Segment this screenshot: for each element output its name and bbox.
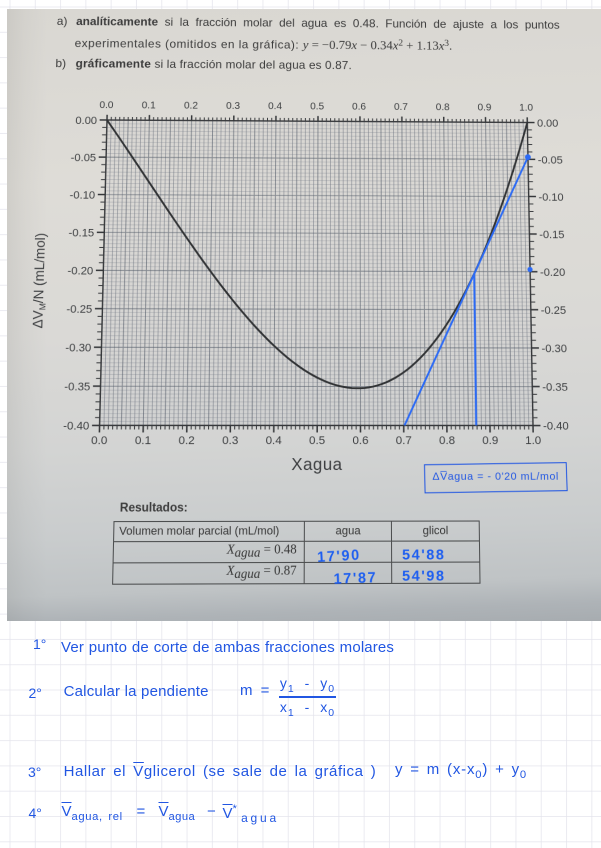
svg-text:Xagua: Xagua [291,456,342,474]
svg-text:0.4: 0.4 [268,101,283,112]
svg-text:-0.25: -0.25 [541,305,567,317]
svg-text:0.9: 0.9 [482,435,498,448]
svg-text:-0.30: -0.30 [65,342,91,355]
svg-text:0.9: 0.9 [478,102,493,113]
svg-text:-0.35: -0.35 [542,381,568,394]
svg-text:0.4: 0.4 [266,435,282,448]
svg-text:-0.15: -0.15 [68,227,94,239]
svg-text:-0.10: -0.10 [538,191,563,203]
svg-text:0.5: 0.5 [309,435,325,448]
svg-text:0.3: 0.3 [226,101,241,112]
svg-text:0.6: 0.6 [352,435,368,448]
svg-text:-0.40: -0.40 [63,420,90,433]
svg-text:0.2: 0.2 [178,435,194,448]
svg-text:0.3: 0.3 [222,435,238,448]
svg-text:0.6: 0.6 [352,101,366,112]
svg-text:ΔVM/N (mL/mol): ΔVM/N (mL/mol) [30,233,50,329]
svg-text:-0.40: -0.40 [543,420,569,433]
svg-text:0.7: 0.7 [394,102,408,113]
svg-text:0.1: 0.1 [135,435,151,448]
svg-text:0.8: 0.8 [436,102,450,113]
svg-text:-0.05: -0.05 [70,152,96,164]
svg-text:0.0: 0.0 [91,435,108,448]
svg-text:0.00: 0.00 [537,118,559,130]
svg-text:0.7: 0.7 [396,435,412,448]
svg-text:-0.20: -0.20 [67,265,93,278]
svg-text:0.2: 0.2 [184,100,198,111]
svg-text:-0.05: -0.05 [538,154,563,166]
svg-text:-0.30: -0.30 [541,343,567,356]
svg-text:0.5: 0.5 [310,101,324,112]
svg-text:-0.25: -0.25 [66,303,92,316]
svg-text:1.0: 1.0 [525,435,541,448]
svg-text:-0.20: -0.20 [540,267,566,279]
svg-text:0.0: 0.0 [99,100,114,111]
svg-text:-0.35: -0.35 [64,381,90,394]
svg-text:-0.15: -0.15 [539,229,564,241]
svg-text:0.00: 0.00 [75,115,97,127]
svg-text:-0.10: -0.10 [69,189,95,201]
svg-text:0.1: 0.1 [142,100,157,111]
svg-text:1.0: 1.0 [519,102,534,113]
svg-text:0.8: 0.8 [439,435,455,448]
